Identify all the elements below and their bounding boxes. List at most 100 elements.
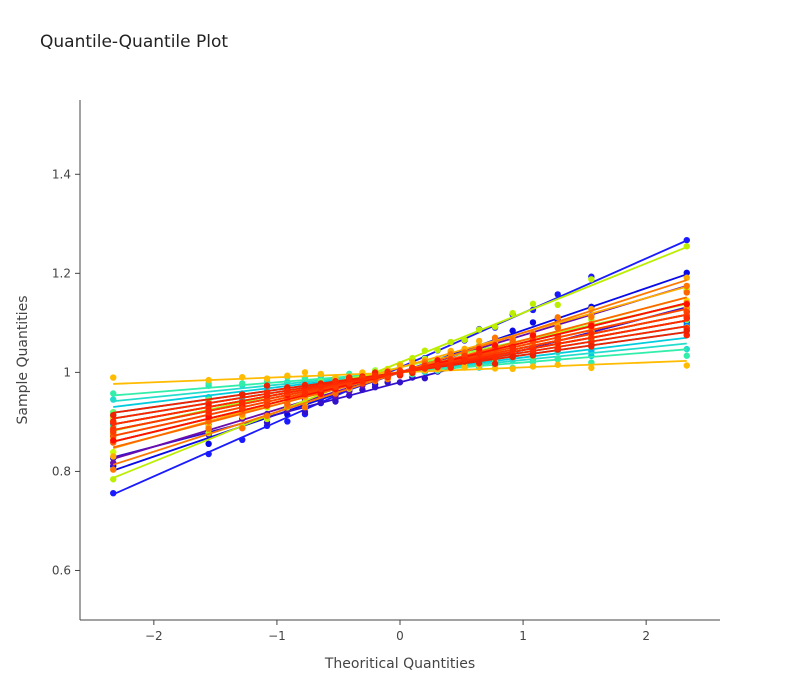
data-point: [359, 377, 366, 384]
data-point: [529, 363, 537, 370]
data-point: [409, 364, 416, 372]
data-point: [447, 355, 454, 363]
data-point: [475, 360, 483, 367]
data-point: [409, 359, 416, 366]
data-point: [317, 399, 325, 406]
data-point: [491, 353, 499, 361]
data-point: [263, 412, 271, 420]
data-point: [683, 315, 690, 322]
data-point: [491, 365, 499, 372]
data-point: [529, 352, 537, 359]
chart-title: Quantile-Quantile Plot: [40, 32, 229, 52]
data-point: [588, 276, 595, 283]
data-point: [491, 334, 499, 341]
data-point: [588, 342, 595, 350]
data-point: [371, 372, 379, 379]
axes: −2 −1 0 1 2 0.6 0.8 1 1.2 1.4: [52, 100, 720, 643]
data-point: [461, 364, 468, 371]
data-point: [509, 327, 516, 334]
data-point: [509, 338, 516, 345]
data-point: [205, 425, 212, 432]
data-point: [529, 332, 537, 339]
data-point: [239, 405, 246, 412]
data-point: [284, 418, 291, 425]
x-tick-label: 2: [642, 629, 650, 643]
data-point: [205, 450, 212, 458]
data-point: [346, 374, 353, 382]
data-point: [110, 428, 117, 436]
data-point: [263, 375, 271, 382]
data-point: [461, 356, 468, 364]
data-point: [263, 389, 271, 396]
data-point: [421, 364, 429, 372]
data-point: [683, 243, 690, 250]
data-point: [301, 404, 309, 411]
data-point: [301, 381, 309, 389]
data-point: [284, 400, 291, 407]
data-point: [588, 364, 595, 372]
data-point: [205, 376, 212, 384]
data-point: [683, 269, 690, 276]
data-point: [683, 289, 690, 296]
data-point: [447, 350, 454, 358]
data-point: [683, 327, 690, 335]
data-point: [461, 336, 468, 344]
data-point: [509, 365, 516, 373]
y-tick-label: 0.6: [52, 563, 71, 577]
data-point: [529, 300, 537, 308]
y-tick-label: 0.8: [52, 464, 71, 478]
data-point: [683, 274, 690, 281]
data-point: [396, 362, 404, 369]
plot-area: [110, 236, 690, 497]
data-point: [284, 388, 291, 395]
data-point: [332, 398, 339, 405]
data-point: [554, 361, 561, 368]
data-point: [110, 453, 117, 460]
data-point: [683, 345, 690, 353]
data-point: [509, 345, 516, 353]
data-point: [301, 408, 309, 416]
data-point: [475, 326, 483, 333]
data-point: [475, 337, 483, 345]
data-point: [683, 236, 690, 244]
data-point: [263, 401, 271, 409]
data-point: [110, 489, 117, 497]
data-point: [554, 314, 561, 321]
data-point: [554, 345, 561, 352]
x-axis-title: Theoritical Quantities: [324, 656, 475, 672]
data-point: [301, 390, 309, 397]
x-ticks: −2 −1 0 1 2: [145, 620, 650, 643]
data-point: [239, 436, 246, 444]
data-point: [434, 357, 441, 364]
y-ticks: 0.6 0.8 1 1.2 1.4: [52, 167, 80, 577]
data-point: [509, 309, 516, 317]
data-point: [110, 476, 117, 483]
series-33: [110, 315, 690, 427]
data-point: [509, 353, 516, 361]
data-point: [239, 373, 246, 381]
data-point: [396, 369, 404, 377]
data-point: [110, 390, 117, 397]
data-point: [205, 413, 212, 420]
data-point: [239, 399, 246, 406]
data-point: [205, 408, 212, 415]
data-point: [475, 345, 483, 353]
y-tick-label: 1: [63, 365, 71, 379]
data-point: [554, 336, 561, 344]
data-point: [421, 347, 429, 354]
data-point: [475, 350, 483, 357]
data-point: [301, 369, 309, 376]
data-point: [317, 390, 325, 398]
data-point: [239, 391, 246, 398]
y-tick-label: 1.2: [52, 266, 71, 280]
data-point: [110, 374, 117, 381]
data-point: [396, 379, 404, 386]
y-tick-label: 1.4: [52, 167, 71, 181]
data-point: [683, 362, 690, 369]
x-tick-label: −2: [145, 629, 163, 643]
data-point: [421, 374, 429, 382]
data-point: [110, 466, 117, 473]
data-point: [239, 380, 246, 387]
data-point: [447, 362, 454, 370]
